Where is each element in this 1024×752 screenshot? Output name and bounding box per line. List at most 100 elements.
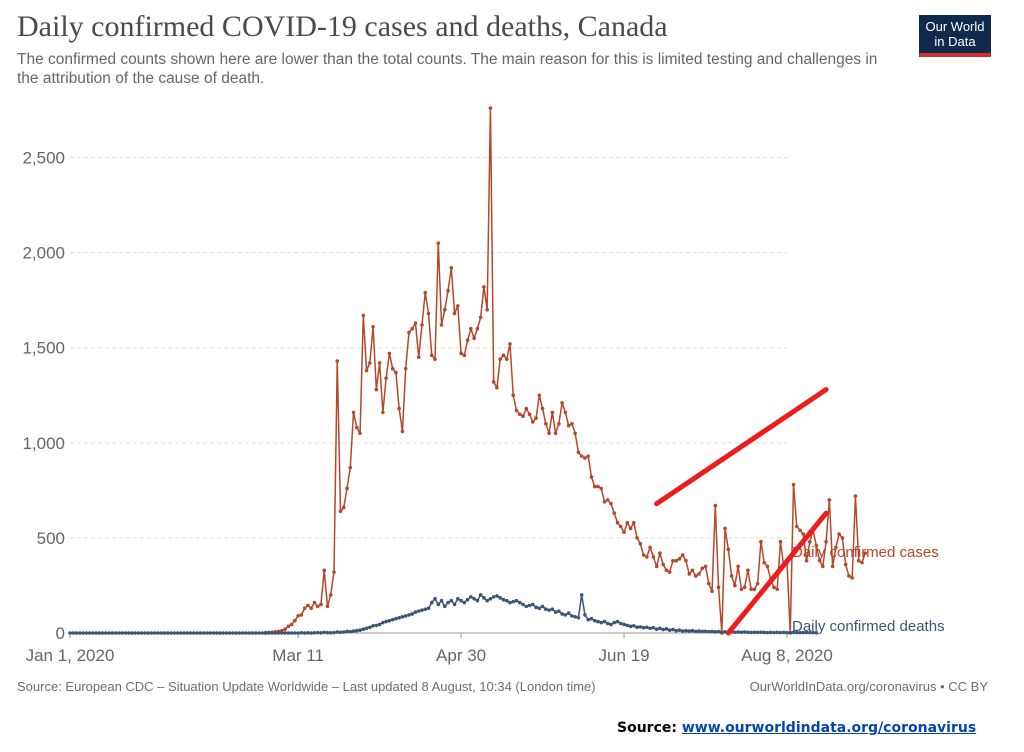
deaths-zero-point <box>100 631 105 635</box>
deaths-zero-point <box>192 631 196 635</box>
deaths-point <box>472 596 476 601</box>
cases-point <box>667 570 672 574</box>
annotation-group <box>654 387 829 636</box>
cases-point <box>296 614 300 618</box>
deaths-point <box>602 619 607 624</box>
deaths-point <box>693 629 698 634</box>
cases-point <box>283 627 287 631</box>
cases-point <box>501 353 506 358</box>
cases-point <box>762 560 766 565</box>
deaths-point <box>377 622 382 627</box>
deaths-zero-point <box>188 631 193 635</box>
deaths-point <box>407 613 411 617</box>
deaths-zero-point <box>165 631 170 635</box>
cases-point <box>824 539 828 544</box>
footer-credit[interactable]: OurWorldInData.org/coronavirus • CC BY <box>749 679 988 694</box>
deaths-point <box>449 598 454 603</box>
x-tick-label: Apr 30 <box>436 646 486 665</box>
cases-point <box>746 568 750 573</box>
deaths-point <box>677 628 682 632</box>
cases-point <box>377 361 382 365</box>
cases-point <box>338 509 343 514</box>
cases-point <box>680 553 685 557</box>
cases-point <box>693 574 698 578</box>
deaths-zero-point <box>159 631 164 635</box>
deaths-point <box>381 620 385 625</box>
deaths-point <box>270 631 274 635</box>
cases-point <box>429 353 434 358</box>
deaths-point <box>312 631 317 635</box>
cases-point <box>488 106 493 110</box>
deaths-point <box>361 627 366 631</box>
cases-point <box>671 558 675 563</box>
cases-point <box>563 410 568 415</box>
deaths-point <box>299 631 304 635</box>
cases-point <box>394 370 398 375</box>
deaths-point <box>739 630 744 635</box>
deaths-zero-point <box>201 631 206 635</box>
owid-logo[interactable]: Our World in Data <box>919 15 991 57</box>
cases-point <box>589 475 594 479</box>
cases-point <box>834 545 838 550</box>
cases-point <box>465 338 470 342</box>
logo-line-1: Our World <box>925 19 985 34</box>
deaths-point <box>778 630 783 635</box>
y-tick-label: 2,500 <box>22 149 65 168</box>
deaths-point <box>762 630 766 635</box>
deaths-series <box>68 593 819 635</box>
deaths-point <box>355 628 359 633</box>
deaths-point <box>442 604 447 609</box>
deaths-zero-point <box>74 631 79 635</box>
cases-point <box>684 558 688 563</box>
deaths-zero-point <box>231 631 235 635</box>
x-tick-label: Jun 19 <box>599 646 650 665</box>
deaths-point <box>495 594 499 598</box>
cases-point <box>739 587 744 592</box>
deaths-zero-point <box>97 631 102 635</box>
cases-point <box>570 422 574 426</box>
deaths-zero-point <box>110 631 115 635</box>
cases-series-label: Daily confirmed cases <box>792 544 939 561</box>
deaths-point <box>667 628 672 632</box>
cases-point <box>426 311 431 316</box>
deaths-point <box>452 602 457 607</box>
deaths-point <box>586 617 590 622</box>
deaths-zero-point <box>156 631 160 635</box>
deaths-point <box>814 631 819 635</box>
cases-point <box>312 600 317 605</box>
cases-point <box>808 539 812 544</box>
deaths-zero-point <box>104 631 108 635</box>
cases-point <box>335 359 340 363</box>
deaths-point <box>459 598 463 603</box>
cases-point <box>407 330 411 335</box>
deaths-point <box>482 596 486 600</box>
deaths-point <box>645 625 649 630</box>
cases-point <box>856 558 861 563</box>
deaths-point <box>706 629 711 634</box>
cases-point <box>775 587 780 592</box>
cases-point <box>847 574 851 578</box>
deaths-point <box>400 615 405 619</box>
deaths-point <box>583 613 587 617</box>
deaths-point <box>684 628 688 633</box>
cases-point <box>729 574 734 578</box>
cases-point <box>540 406 545 411</box>
source-link[interactable]: www.ourworldindata.org/coronavirus <box>681 720 977 736</box>
deaths-point <box>319 631 323 635</box>
deaths-point <box>263 631 268 635</box>
deaths-point <box>514 598 519 603</box>
deaths-point <box>521 602 525 607</box>
deaths-point <box>733 630 737 635</box>
cases-point <box>475 326 480 331</box>
deaths-point <box>302 631 307 635</box>
cases-point <box>837 532 841 536</box>
deaths-point <box>638 625 643 629</box>
deaths-point <box>501 597 506 602</box>
cases-point <box>553 431 558 436</box>
deaths-point <box>387 618 392 623</box>
y-tick-label: 500 <box>37 529 65 548</box>
cases-point <box>482 285 486 289</box>
cases-point <box>674 558 678 563</box>
deaths-point <box>433 596 437 601</box>
deaths-zero-point <box>84 631 89 635</box>
